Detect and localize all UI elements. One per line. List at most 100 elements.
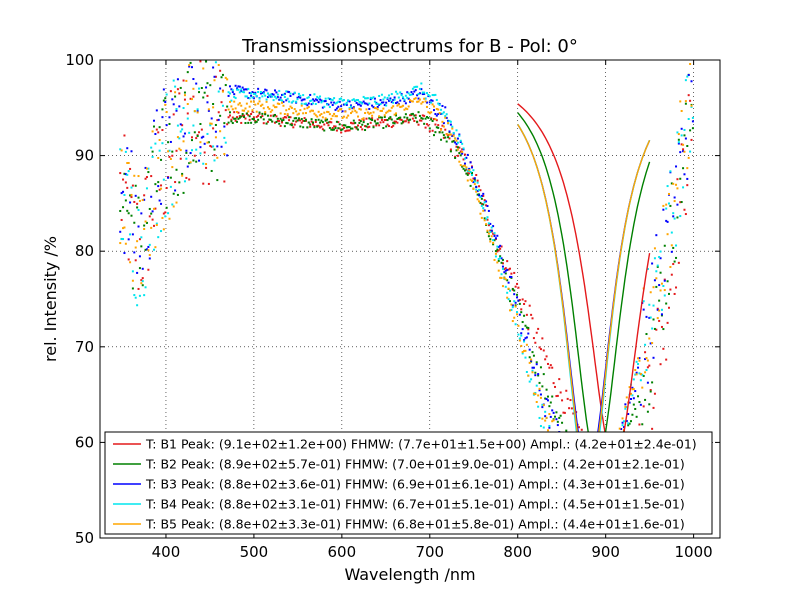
data-point (248, 97, 251, 100)
data-point (207, 108, 210, 111)
data-point (347, 129, 350, 132)
data-point (382, 127, 385, 130)
data-point (558, 378, 561, 381)
data-point (258, 111, 261, 114)
data-point (523, 302, 526, 305)
data-point (378, 103, 381, 106)
data-point (427, 111, 430, 114)
data-point (265, 98, 268, 101)
data-point (271, 109, 274, 112)
data-point (190, 66, 193, 69)
data-point (489, 240, 492, 243)
data-point (380, 109, 383, 112)
data-point (133, 174, 136, 177)
data-point (124, 173, 127, 176)
data-point (238, 102, 241, 105)
data-point (641, 373, 644, 376)
data-point (216, 119, 219, 122)
data-point (508, 267, 511, 270)
data-point (269, 93, 272, 96)
data-point (462, 147, 465, 150)
data-point (158, 188, 161, 191)
data-point (299, 109, 302, 112)
data-point (192, 95, 195, 98)
data-point (262, 107, 265, 110)
data-point (506, 260, 509, 263)
data-point (414, 114, 417, 117)
data-point (516, 311, 519, 314)
data-point (289, 94, 292, 97)
data-point (144, 166, 147, 169)
data-point (219, 130, 222, 133)
data-point (404, 94, 407, 97)
data-point (275, 91, 278, 94)
data-point (392, 105, 395, 108)
data-point (544, 415, 547, 418)
data-point (635, 415, 638, 418)
data-point (269, 95, 272, 98)
data-point (258, 112, 261, 115)
data-point (275, 115, 278, 118)
data-point (340, 108, 343, 111)
data-point (342, 126, 345, 129)
data-point (333, 97, 336, 100)
data-point (338, 127, 341, 130)
data-point (656, 308, 659, 311)
data-point (134, 184, 137, 187)
data-point (157, 236, 160, 239)
data-point (231, 91, 234, 94)
data-point (665, 302, 668, 305)
data-point (670, 182, 673, 185)
data-point (245, 102, 248, 105)
data-point (499, 247, 502, 250)
data-point (645, 333, 648, 336)
data-point (680, 127, 683, 130)
data-point (131, 279, 134, 282)
data-point (570, 407, 573, 410)
y-tick-label: 60 (75, 433, 94, 451)
data-point (255, 95, 258, 98)
data-point (527, 374, 530, 377)
data-point (364, 102, 367, 105)
data-point (323, 100, 326, 103)
data-point (465, 166, 468, 169)
data-point (226, 154, 229, 157)
data-point (358, 119, 361, 122)
data-point (628, 386, 631, 389)
data-point (141, 267, 144, 270)
data-point (185, 176, 188, 179)
data-point (272, 115, 275, 118)
data-point (433, 105, 436, 108)
data-point (392, 121, 395, 124)
data-point (689, 62, 692, 65)
data-point (397, 116, 400, 119)
data-point (303, 119, 306, 122)
data-point (653, 257, 656, 260)
data-point (501, 258, 504, 261)
data-point (645, 315, 648, 318)
data-point (167, 176, 170, 179)
data-point (299, 125, 302, 128)
data-point (341, 110, 344, 113)
data-point (497, 249, 500, 252)
data-point (683, 134, 686, 137)
data-point (482, 203, 485, 206)
data-point (392, 124, 395, 127)
data-point (520, 332, 523, 335)
data-point (174, 91, 177, 94)
data-point (476, 181, 479, 184)
data-point (518, 337, 521, 340)
data-point (265, 89, 268, 92)
data-point (289, 105, 292, 108)
data-point (524, 337, 527, 340)
data-point (351, 110, 354, 113)
data-point (496, 234, 499, 237)
data-point (241, 86, 244, 89)
data-point (413, 86, 416, 89)
data-point (624, 403, 627, 406)
fit-curve-b2 (517, 112, 651, 463)
data-point (461, 148, 464, 151)
data-point (358, 103, 361, 106)
data-point (646, 359, 649, 362)
data-point (425, 92, 428, 95)
